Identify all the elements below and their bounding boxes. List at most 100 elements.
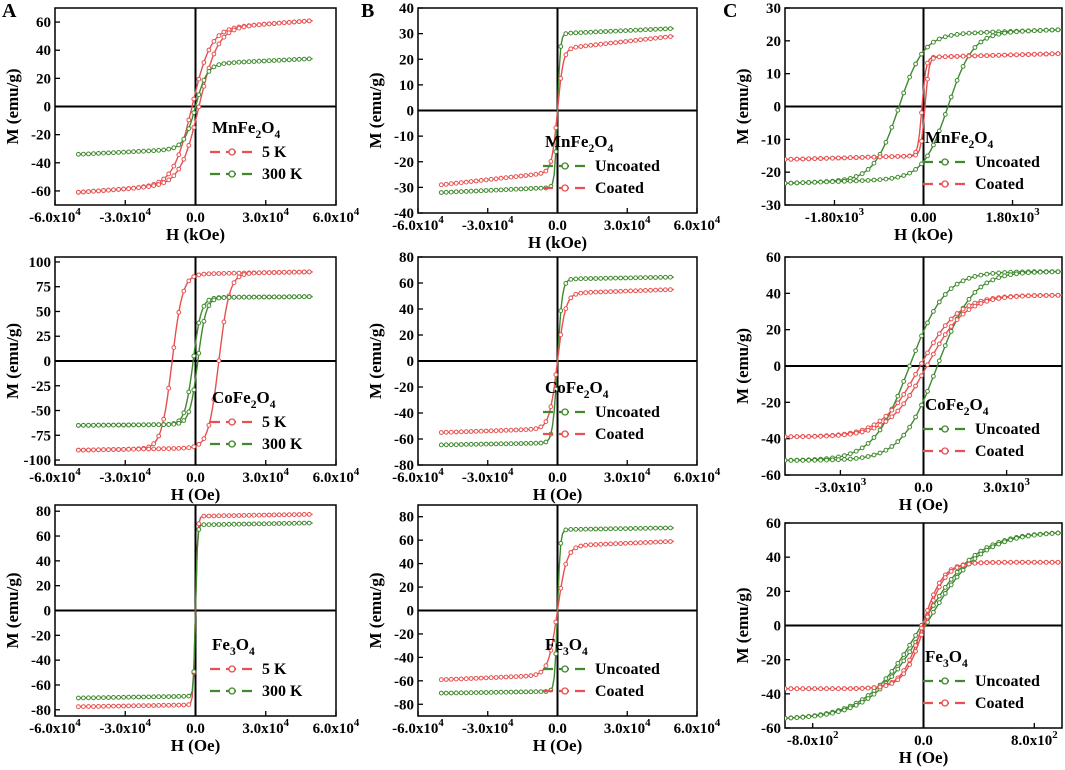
y-tick-label: 60 xyxy=(399,276,414,292)
data-point xyxy=(990,297,996,303)
data-point xyxy=(877,427,883,433)
data-point xyxy=(836,686,841,692)
data-point xyxy=(231,270,237,276)
data-point xyxy=(251,521,257,527)
data-point xyxy=(523,441,529,446)
data-point xyxy=(291,512,297,517)
data-point xyxy=(603,541,609,547)
data-point xyxy=(972,30,978,36)
data-point xyxy=(186,126,192,132)
data-point xyxy=(231,280,237,286)
data-point xyxy=(91,695,96,701)
data-point xyxy=(913,348,918,354)
data-point xyxy=(201,522,207,528)
data-point xyxy=(931,56,936,61)
data-point xyxy=(895,154,901,159)
data-point xyxy=(618,39,623,45)
data-point xyxy=(473,675,479,681)
data-point xyxy=(925,153,930,159)
data-point xyxy=(990,277,996,283)
data-point xyxy=(453,180,459,186)
data-point xyxy=(131,422,137,428)
panel-label-b: B xyxy=(361,0,374,22)
data-point xyxy=(528,172,534,178)
data-point xyxy=(788,156,794,162)
data-point xyxy=(206,271,212,277)
data-point xyxy=(533,672,539,677)
data-point xyxy=(1049,531,1055,536)
data-point xyxy=(301,520,307,526)
y-tick-label: -10 xyxy=(761,132,781,148)
data-point xyxy=(1002,539,1007,545)
data-point xyxy=(925,60,930,66)
data-point xyxy=(96,695,101,701)
data-point xyxy=(136,446,142,452)
data-point xyxy=(895,393,901,399)
data-point xyxy=(583,542,589,548)
y-tick-label: -20 xyxy=(761,395,781,411)
y-tick-label: 0 xyxy=(44,100,52,116)
data-point xyxy=(483,188,489,193)
data-point xyxy=(211,513,217,519)
data-point xyxy=(925,76,930,82)
data-point xyxy=(658,275,663,280)
data-point xyxy=(990,53,996,58)
data-point xyxy=(954,32,960,37)
data-point xyxy=(668,539,673,544)
data-point xyxy=(181,702,187,708)
data-point xyxy=(453,676,459,682)
data-point xyxy=(960,562,966,568)
data-point xyxy=(291,19,297,25)
data-point xyxy=(931,39,936,45)
data-point xyxy=(812,179,818,185)
data-point xyxy=(598,41,604,47)
data-point xyxy=(291,520,297,526)
data-point xyxy=(628,288,633,294)
data-point xyxy=(954,281,960,287)
data-point xyxy=(543,419,549,425)
legend-swatch-marker xyxy=(941,180,949,188)
data-point xyxy=(266,58,272,64)
data-point xyxy=(942,54,948,60)
data-point xyxy=(877,418,883,424)
data-point xyxy=(818,457,823,463)
data-point xyxy=(161,446,167,452)
data-point xyxy=(972,560,978,566)
data-point xyxy=(538,689,544,694)
data-point xyxy=(613,28,618,34)
data-point xyxy=(101,188,106,193)
data-point xyxy=(883,447,889,453)
data-point xyxy=(151,703,157,708)
data-point xyxy=(1014,29,1019,35)
data-point xyxy=(286,521,292,526)
data-point xyxy=(296,269,302,275)
data-point xyxy=(942,575,948,580)
data-point xyxy=(286,20,292,25)
data-point xyxy=(231,294,237,300)
data-point xyxy=(498,187,504,193)
y-tick-label: -20 xyxy=(394,380,414,396)
data-point xyxy=(931,373,936,379)
data-point xyxy=(463,179,469,185)
data-point xyxy=(478,675,484,681)
data-point xyxy=(161,180,167,186)
data-point xyxy=(836,155,841,161)
data-point xyxy=(842,457,847,462)
data-point xyxy=(1020,293,1025,299)
data-point xyxy=(948,316,954,322)
data-point xyxy=(972,53,978,59)
data-point xyxy=(473,441,479,447)
data-point xyxy=(266,294,272,300)
data-point xyxy=(191,125,197,130)
legend-swatch-marker xyxy=(561,665,569,673)
data-point xyxy=(216,295,222,301)
data-point xyxy=(76,695,81,701)
y-tick-label: -40 xyxy=(761,432,781,448)
data-point xyxy=(503,689,509,695)
data-point xyxy=(931,597,936,603)
x-axis-title: H (Oe) xyxy=(171,736,221,755)
data-point xyxy=(448,189,454,195)
x-axis-title: H (kOe) xyxy=(894,225,953,244)
data-point xyxy=(895,439,901,445)
y-tick-label: 20 xyxy=(36,71,51,87)
